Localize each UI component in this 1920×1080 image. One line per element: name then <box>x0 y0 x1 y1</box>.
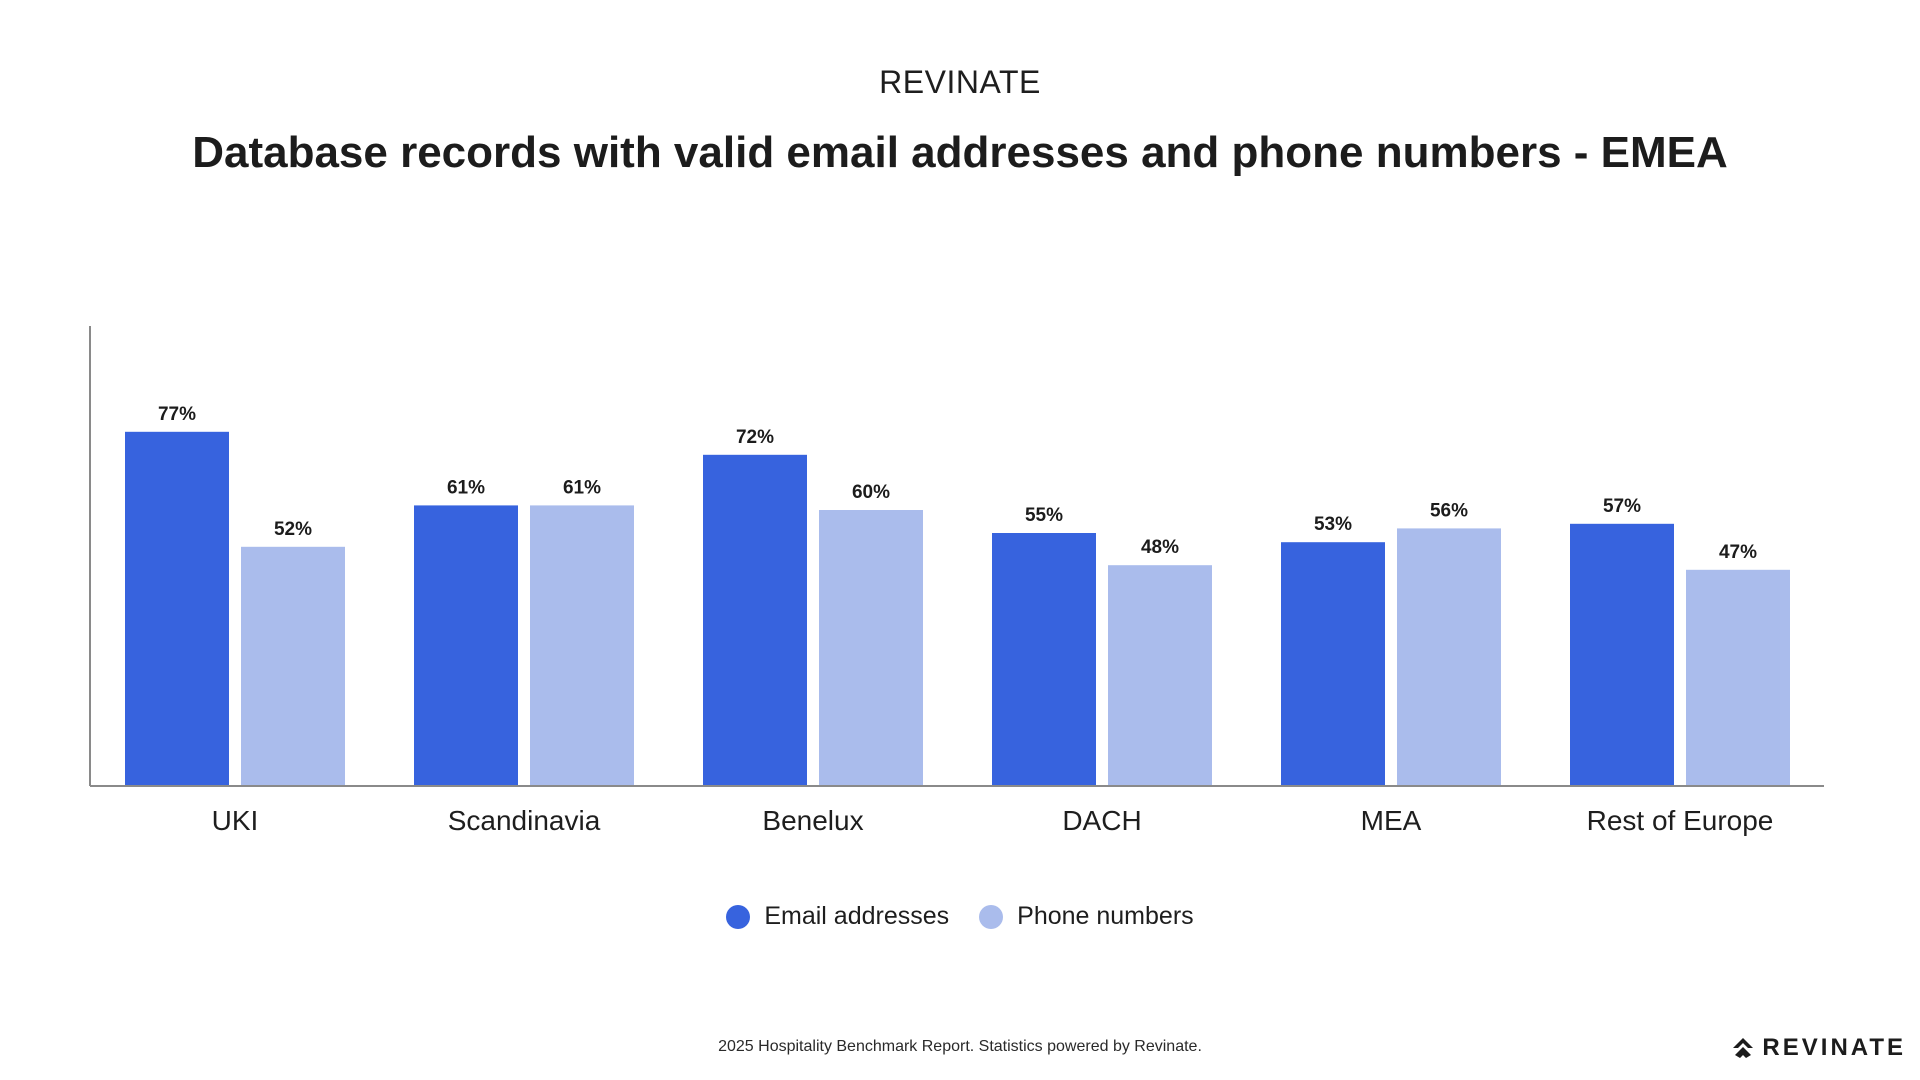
legend-swatch-phone <box>979 904 1004 929</box>
legend: Email addresses Phone numbers <box>0 902 1920 931</box>
bar-phone-scandinavia <box>530 505 634 786</box>
legend-label-phone: Phone numbers <box>1017 902 1194 930</box>
x-tick-label: Benelux <box>762 805 863 836</box>
data-label-phone-mea: 56% <box>1430 500 1468 521</box>
revinate-logo: REVINATE <box>1732 1034 1906 1062</box>
data-label-phone-benelux: 60% <box>852 482 890 503</box>
bar-phone-mea <box>1397 528 1501 786</box>
data-label-phone-scandinavia: 61% <box>563 477 601 498</box>
bar-email-uki <box>125 431 229 786</box>
bar-email-rest-of-europe <box>1570 523 1674 786</box>
bar-phone-dach <box>1108 565 1212 786</box>
legend-swatch-email <box>726 904 751 929</box>
legend-item-phone: Phone numbers <box>979 902 1194 931</box>
x-tick-label: Scandinavia <box>448 805 601 836</box>
x-tick-label: MEA <box>1361 805 1422 836</box>
legend-item-email: Email addresses <box>726 902 949 931</box>
data-label-phone-uki: 52% <box>274 519 312 540</box>
data-label-email-benelux: 72% <box>736 427 774 448</box>
data-label-email-scandinavia: 61% <box>447 477 485 498</box>
footer-note: 2025 Hospitality Benchmark Report. Stati… <box>718 1038 1202 1055</box>
data-label-email-mea: 53% <box>1314 514 1352 535</box>
data-label-email-dach: 55% <box>1025 505 1063 526</box>
legend-label-email: Email addresses <box>764 902 950 930</box>
bar-email-mea <box>1281 542 1385 786</box>
x-tick-label: DACH <box>1062 805 1141 836</box>
chart-title: Database records with valid email addres… <box>192 128 1728 177</box>
brand-name: REVINATE <box>879 64 1041 100</box>
data-label-phone-rest-of-europe: 47% <box>1719 542 1757 563</box>
x-tick-label: Rest of Europe <box>1587 805 1774 836</box>
data-label-phone-dach: 48% <box>1141 537 1179 558</box>
bar-phone-benelux <box>819 510 923 786</box>
bar-email-benelux <box>703 454 807 786</box>
logo-text: REVINATE <box>1762 1034 1906 1061</box>
bar-email-dach <box>992 533 1096 786</box>
bar-phone-rest-of-europe <box>1686 569 1790 786</box>
x-tick-label: UKI <box>212 805 259 836</box>
revinate-logo-icon <box>1733 1038 1754 1058</box>
data-label-email-rest-of-europe: 57% <box>1603 496 1641 517</box>
bar-email-scandinavia <box>414 505 518 786</box>
bar-phone-uki <box>241 546 345 786</box>
data-label-email-uki: 77% <box>158 404 196 425</box>
